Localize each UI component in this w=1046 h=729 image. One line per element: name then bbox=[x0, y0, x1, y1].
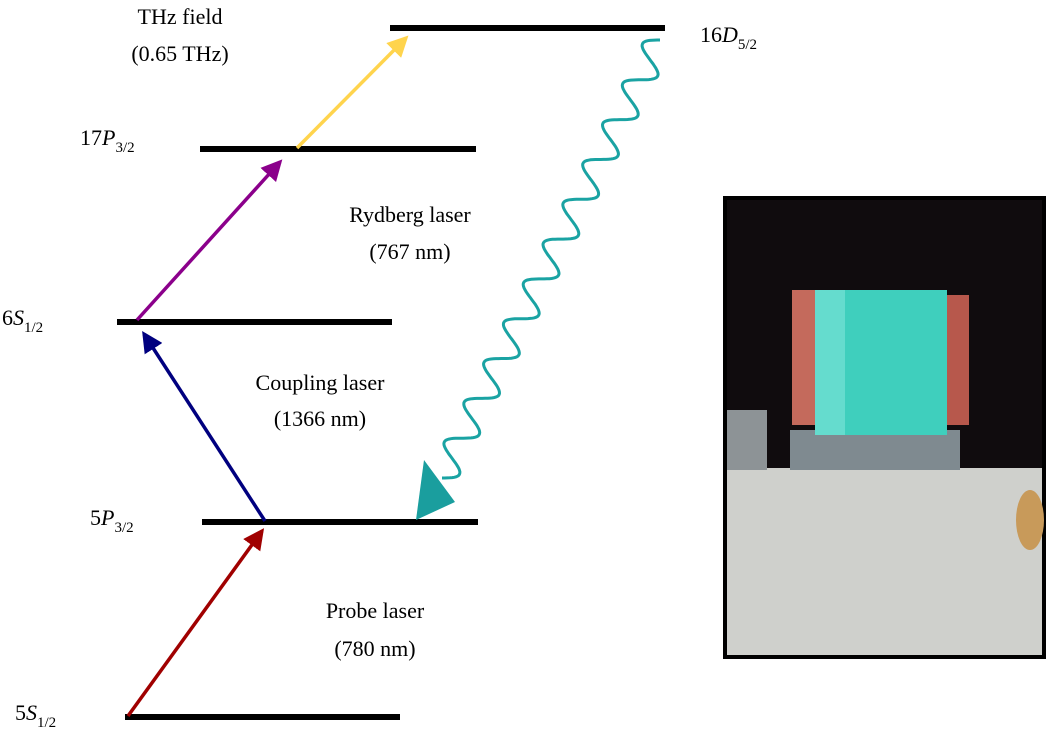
level-label: 16D5/2 bbox=[700, 22, 757, 53]
transition-label: (0.65 THz) bbox=[131, 41, 228, 66]
level-label: 5P3/2 bbox=[90, 505, 134, 536]
energy-level-diagram: 5S1/2 5P3/2 6S1/2 17P3/2 16D5/2 Probe la… bbox=[0, 0, 1046, 729]
decay-wave bbox=[442, 40, 660, 478]
vapor-cell-photo bbox=[725, 198, 1044, 657]
thz-arrow bbox=[297, 38, 406, 148]
decay-arrowhead bbox=[416, 460, 455, 520]
transition-label: (767 nm) bbox=[369, 239, 450, 264]
level-label: 17P3/2 bbox=[80, 125, 135, 156]
transition-label: THz field bbox=[138, 4, 223, 29]
transition-label: Coupling laser bbox=[256, 370, 386, 395]
level-label: 5S1/2 bbox=[15, 700, 56, 729]
level-label: 6S1/2 bbox=[2, 305, 43, 336]
coupling-arrow bbox=[144, 334, 265, 521]
transition-label: (1366 nm) bbox=[274, 406, 366, 431]
probe-arrow bbox=[128, 531, 262, 716]
rydberg-arrow bbox=[137, 162, 280, 320]
transition-label: Rydberg laser bbox=[349, 202, 471, 227]
transition-label: (780 nm) bbox=[334, 636, 415, 661]
transition-label: Probe laser bbox=[326, 598, 425, 623]
